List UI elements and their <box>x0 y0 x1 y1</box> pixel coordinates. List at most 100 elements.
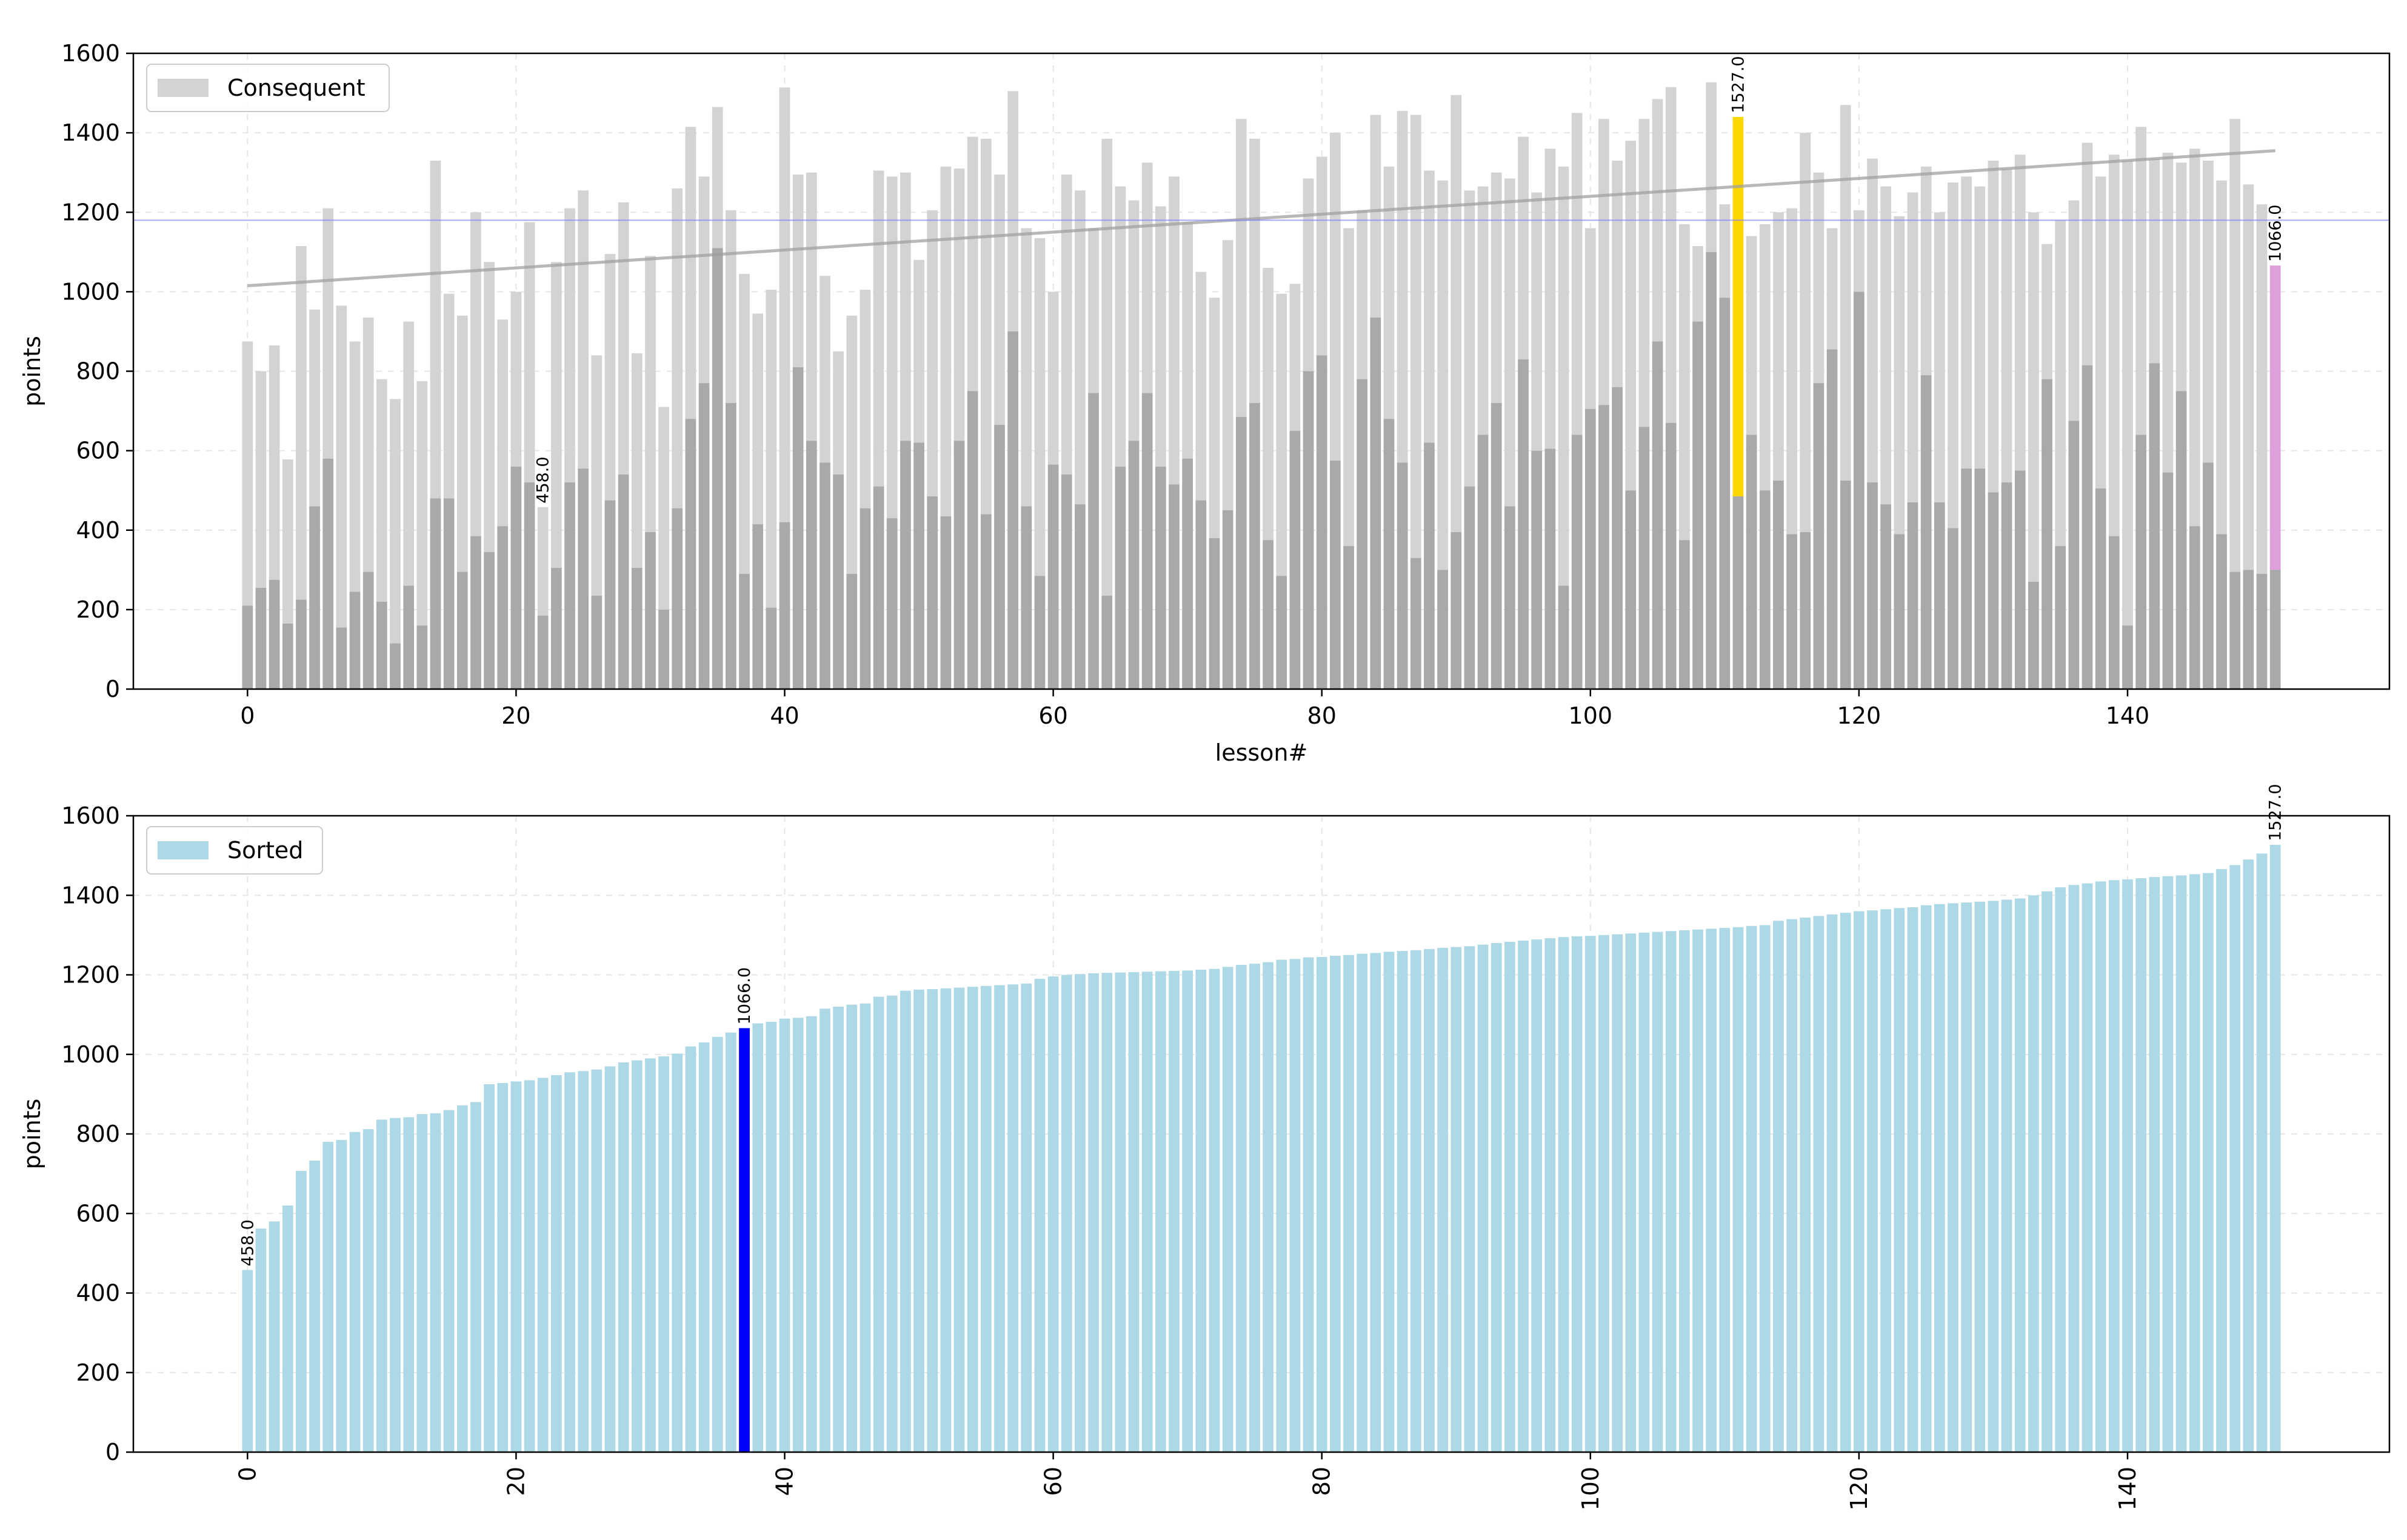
sorted-bar <box>2216 868 2227 1452</box>
bar-value-label: 1066.0 <box>2266 205 2285 262</box>
consequent-bar <box>792 174 804 367</box>
base-bar <box>1316 355 1327 689</box>
sorted-bar <box>1169 970 1180 1452</box>
sorted-bar <box>2122 879 2133 1452</box>
bottom-chart-y-tick-label: 1000 <box>61 1041 120 1068</box>
base-bar <box>242 605 253 689</box>
sorted-bar <box>1840 913 1851 1452</box>
consequent-bar <box>752 313 764 524</box>
base-bar <box>2041 379 2052 689</box>
base-bar <box>1531 450 1543 689</box>
sorted-bar <box>1584 936 1596 1452</box>
consequent-bar <box>672 188 683 508</box>
bottom-chart-legend-box <box>146 826 323 875</box>
top-chart-legend: Consequent <box>146 64 390 112</box>
sorted-bar <box>524 1080 535 1452</box>
base-bar <box>820 462 830 689</box>
sorted-bar <box>2189 874 2200 1452</box>
base-bar <box>269 579 280 689</box>
base-bar <box>497 526 509 689</box>
base-bar <box>510 466 522 689</box>
sorted-bar <box>618 1062 629 1452</box>
base-bar <box>1047 464 1059 689</box>
sorted-bar <box>1692 929 1703 1452</box>
consequent-bar <box>994 174 1005 425</box>
consequent-bar <box>1638 119 1650 427</box>
base-bar <box>1424 442 1435 689</box>
sorted-bar <box>1867 910 1878 1452</box>
sorted-bar <box>362 1129 374 1452</box>
base-bar <box>927 496 938 689</box>
consequent-bar <box>940 166 952 516</box>
base-bar <box>1101 595 1113 689</box>
sorted-bar <box>685 1046 696 1452</box>
sorted-bar <box>2055 887 2066 1452</box>
sorted-bar <box>1141 972 1153 1452</box>
sorted-bar <box>860 1003 871 1452</box>
base-bar <box>362 572 374 689</box>
sorted-bar <box>2269 844 2281 1452</box>
bottom-chart-legend-swatch <box>158 841 209 859</box>
bottom-chart-x-tick-label: 60 <box>1040 1467 1067 1496</box>
consequent-bar <box>1719 204 1731 298</box>
base-bar <box>604 500 616 689</box>
consequent-bar <box>403 321 415 586</box>
consequent-bar <box>2203 161 2214 463</box>
consequent-bar <box>349 341 361 592</box>
consequent-bar <box>1813 172 1824 384</box>
sorted-bar <box>1531 939 1543 1452</box>
bottom-chart-y-tick-label: 200 <box>76 1359 120 1386</box>
consequent-bar <box>1571 113 1583 435</box>
sorted-bar <box>672 1053 683 1452</box>
top-chart-y-tick-label: 0 <box>105 676 120 702</box>
consequent-bar <box>591 355 603 596</box>
sorted-bar <box>792 1018 804 1452</box>
consequent-bar <box>322 208 334 459</box>
bottom-chart-x-tick-label: 120 <box>1846 1467 1872 1511</box>
consequent-bar <box>1558 166 1569 586</box>
consequent-bar <box>1169 176 1180 485</box>
base-bar <box>1451 532 1462 689</box>
consequent-bar <box>846 315 858 574</box>
base-bar <box>1894 534 1905 689</box>
base-bar <box>1410 558 1421 689</box>
consequent-bar <box>1706 82 1717 252</box>
base-bar <box>1880 504 1892 689</box>
base-bar <box>1088 393 1099 689</box>
base-bar <box>846 573 858 689</box>
top-chart-x-tick-label: 40 <box>770 702 799 729</box>
consequent-bar <box>497 319 509 527</box>
consequent-bar <box>927 210 938 497</box>
bar-value-label: 1066.0 <box>735 967 754 1024</box>
sorted-bar <box>1598 935 1609 1452</box>
base-bar <box>2055 545 2066 689</box>
base-bar <box>1464 486 1475 689</box>
consequent-bar <box>2082 142 2093 365</box>
consequent-bar <box>1047 292 1059 465</box>
consequent-bar <box>456 315 468 572</box>
base-bar <box>1800 532 1811 689</box>
consequent-bar <box>806 172 817 441</box>
consequent-bar <box>1182 222 1193 459</box>
sorted-bar <box>430 1113 441 1452</box>
trend-line <box>247 149 2275 288</box>
consequent-bar <box>1370 115 1381 318</box>
bottom-chart-y-tick-label: 1600 <box>61 802 120 829</box>
consequent-bar <box>2149 158 2160 364</box>
consequent-bar <box>1235 119 1247 417</box>
base-bar <box>1920 375 1932 689</box>
consequent-bar <box>1907 192 1918 502</box>
sorted-bar <box>712 1036 723 1452</box>
sorted-bar <box>1115 972 1126 1452</box>
base-bar <box>2175 391 2187 689</box>
sorted-bar <box>1988 901 1999 1452</box>
sorted-bar <box>1101 973 1113 1452</box>
top-chart-x-tick-label: 20 <box>501 702 530 729</box>
base-bar <box>2001 482 2012 689</box>
consequent-bar <box>1141 162 1153 393</box>
sorted-bar <box>1128 972 1140 1452</box>
consequent-bar <box>1464 190 1475 487</box>
base-bar <box>2082 365 2093 689</box>
base-bar <box>1437 570 1448 689</box>
base-bar <box>296 599 307 689</box>
